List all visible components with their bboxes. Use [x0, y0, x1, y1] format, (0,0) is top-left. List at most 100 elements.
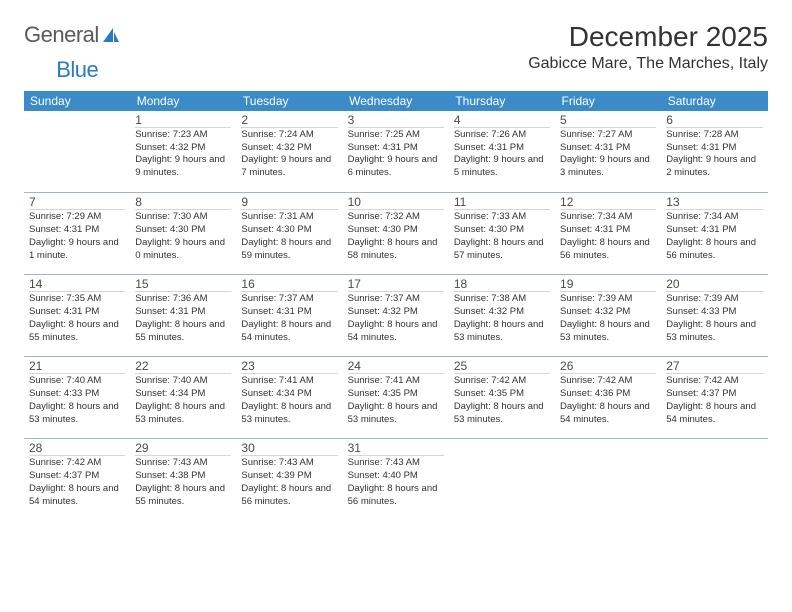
- calendar-day-cell: 6Sunrise: 7:28 AMSunset: 4:31 PMDaylight…: [661, 111, 767, 193]
- day-info: Sunrise: 7:25 AMSunset: 4:31 PMDaylight:…: [348, 129, 444, 180]
- daylight-text: Daylight: 8 hours and 54 minutes.: [560, 401, 656, 427]
- sunset-text: Sunset: 4:35 PM: [454, 388, 550, 401]
- sunrise-text: Sunrise: 7:28 AM: [666, 129, 762, 142]
- daylight-text: Daylight: 9 hours and 6 minutes.: [348, 154, 444, 180]
- sunset-text: Sunset: 4:32 PM: [241, 142, 337, 155]
- day-info: Sunrise: 7:27 AMSunset: 4:31 PMDaylight:…: [560, 129, 656, 180]
- calendar-day-cell: 10Sunrise: 7:32 AMSunset: 4:30 PMDayligh…: [343, 193, 449, 275]
- sunrise-text: Sunrise: 7:39 AM: [666, 293, 762, 306]
- weekday-header: Sunday: [24, 91, 130, 111]
- sunset-text: Sunset: 4:31 PM: [241, 306, 337, 319]
- daylight-text: Daylight: 8 hours and 54 minutes.: [666, 401, 762, 427]
- daylight-text: Daylight: 8 hours and 53 minutes.: [29, 401, 125, 427]
- calendar-day-cell: 7Sunrise: 7:29 AMSunset: 4:31 PMDaylight…: [24, 193, 130, 275]
- daylight-text: Daylight: 8 hours and 53 minutes.: [454, 319, 550, 345]
- sunrise-text: Sunrise: 7:38 AM: [454, 293, 550, 306]
- day-number: 17: [348, 277, 444, 292]
- sunset-text: Sunset: 4:31 PM: [454, 142, 550, 155]
- daylight-text: Daylight: 9 hours and 1 minute.: [29, 237, 125, 263]
- calendar-day-cell: 8Sunrise: 7:30 AMSunset: 4:30 PMDaylight…: [130, 193, 236, 275]
- day-number: 28: [29, 441, 125, 456]
- sunrise-text: Sunrise: 7:42 AM: [666, 375, 762, 388]
- day-info: Sunrise: 7:34 AMSunset: 4:31 PMDaylight:…: [666, 211, 762, 262]
- location-text: Gabicce Mare, The Marches, Italy: [528, 55, 768, 73]
- day-info: Sunrise: 7:24 AMSunset: 4:32 PMDaylight:…: [241, 129, 337, 180]
- day-info: Sunrise: 7:42 AMSunset: 4:35 PMDaylight:…: [454, 375, 550, 426]
- day-number: 25: [454, 359, 550, 374]
- sunset-text: Sunset: 4:31 PM: [348, 142, 444, 155]
- day-info: Sunrise: 7:43 AMSunset: 4:38 PMDaylight:…: [135, 457, 231, 508]
- sunset-text: Sunset: 4:39 PM: [241, 470, 337, 483]
- calendar-day-cell: 4Sunrise: 7:26 AMSunset: 4:31 PMDaylight…: [449, 111, 555, 193]
- day-number: 9: [241, 195, 337, 210]
- sunset-text: Sunset: 4:31 PM: [666, 224, 762, 237]
- calendar-day-cell: [661, 439, 767, 521]
- day-number: 18: [454, 277, 550, 292]
- calendar-day-cell: 24Sunrise: 7:41 AMSunset: 4:35 PMDayligh…: [343, 357, 449, 439]
- calendar-day-cell: 3Sunrise: 7:25 AMSunset: 4:31 PMDaylight…: [343, 111, 449, 193]
- day-info: Sunrise: 7:23 AMSunset: 4:32 PMDaylight:…: [135, 129, 231, 180]
- calendar-day-cell: 9Sunrise: 7:31 AMSunset: 4:30 PMDaylight…: [236, 193, 342, 275]
- sunrise-text: Sunrise: 7:39 AM: [560, 293, 656, 306]
- day-info: Sunrise: 7:42 AMSunset: 4:37 PMDaylight:…: [29, 457, 125, 508]
- day-number: 27: [666, 359, 762, 374]
- daylight-text: Daylight: 8 hours and 54 minutes.: [29, 483, 125, 509]
- calendar-day-cell: 12Sunrise: 7:34 AMSunset: 4:31 PMDayligh…: [555, 193, 661, 275]
- calendar-table: Sunday Monday Tuesday Wednesday Thursday…: [24, 91, 768, 521]
- daylight-text: Daylight: 8 hours and 53 minutes.: [135, 401, 231, 427]
- sunset-text: Sunset: 4:37 PM: [29, 470, 125, 483]
- calendar-day-cell: 11Sunrise: 7:33 AMSunset: 4:30 PMDayligh…: [449, 193, 555, 275]
- daylight-text: Daylight: 8 hours and 53 minutes.: [666, 319, 762, 345]
- sunrise-text: Sunrise: 7:42 AM: [29, 457, 125, 470]
- day-number: 12: [560, 195, 656, 210]
- day-info: Sunrise: 7:31 AMSunset: 4:30 PMDaylight:…: [241, 211, 337, 262]
- day-info: Sunrise: 7:28 AMSunset: 4:31 PMDaylight:…: [666, 129, 762, 180]
- sunrise-text: Sunrise: 7:29 AM: [29, 211, 125, 224]
- day-info: Sunrise: 7:41 AMSunset: 4:34 PMDaylight:…: [241, 375, 337, 426]
- day-info: Sunrise: 7:43 AMSunset: 4:39 PMDaylight:…: [241, 457, 337, 508]
- day-number: 31: [348, 441, 444, 456]
- day-number: 20: [666, 277, 762, 292]
- daylight-text: Daylight: 8 hours and 56 minutes.: [560, 237, 656, 263]
- day-info: Sunrise: 7:33 AMSunset: 4:30 PMDaylight:…: [454, 211, 550, 262]
- weekday-header: Saturday: [661, 91, 767, 111]
- day-number: 21: [29, 359, 125, 374]
- sunrise-text: Sunrise: 7:41 AM: [348, 375, 444, 388]
- day-info: Sunrise: 7:42 AMSunset: 4:36 PMDaylight:…: [560, 375, 656, 426]
- daylight-text: Daylight: 8 hours and 55 minutes.: [135, 319, 231, 345]
- logo-sail-icon: [101, 26, 121, 44]
- daylight-text: Daylight: 8 hours and 57 minutes.: [454, 237, 550, 263]
- day-number: 11: [454, 195, 550, 210]
- sunset-text: Sunset: 4:33 PM: [666, 306, 762, 319]
- daylight-text: Daylight: 8 hours and 58 minutes.: [348, 237, 444, 263]
- sunset-text: Sunset: 4:40 PM: [348, 470, 444, 483]
- sunrise-text: Sunrise: 7:43 AM: [348, 457, 444, 470]
- calendar-day-cell: 18Sunrise: 7:38 AMSunset: 4:32 PMDayligh…: [449, 275, 555, 357]
- daylight-text: Daylight: 8 hours and 55 minutes.: [29, 319, 125, 345]
- daylight-text: Daylight: 9 hours and 7 minutes.: [241, 154, 337, 180]
- sunrise-text: Sunrise: 7:32 AM: [348, 211, 444, 224]
- day-number: 22: [135, 359, 231, 374]
- day-number: 4: [454, 113, 550, 128]
- sunset-text: Sunset: 4:31 PM: [560, 224, 656, 237]
- calendar-week-row: 14Sunrise: 7:35 AMSunset: 4:31 PMDayligh…: [24, 275, 768, 357]
- sunrise-text: Sunrise: 7:35 AM: [29, 293, 125, 306]
- sunrise-text: Sunrise: 7:24 AM: [241, 129, 337, 142]
- daylight-text: Daylight: 9 hours and 2 minutes.: [666, 154, 762, 180]
- calendar-day-cell: 25Sunrise: 7:42 AMSunset: 4:35 PMDayligh…: [449, 357, 555, 439]
- day-number: 26: [560, 359, 656, 374]
- calendar-day-cell: [449, 439, 555, 521]
- calendar-day-cell: 16Sunrise: 7:37 AMSunset: 4:31 PMDayligh…: [236, 275, 342, 357]
- daylight-text: Daylight: 8 hours and 56 minutes.: [666, 237, 762, 263]
- weekday-header: Wednesday: [343, 91, 449, 111]
- day-info: Sunrise: 7:41 AMSunset: 4:35 PMDaylight:…: [348, 375, 444, 426]
- calendar-day-cell: 15Sunrise: 7:36 AMSunset: 4:31 PMDayligh…: [130, 275, 236, 357]
- weekday-header: Friday: [555, 91, 661, 111]
- weekday-header: Thursday: [449, 91, 555, 111]
- weekday-header: Monday: [130, 91, 236, 111]
- day-number: 1: [135, 113, 231, 128]
- day-number: 10: [348, 195, 444, 210]
- day-number: 7: [29, 195, 125, 210]
- day-info: Sunrise: 7:34 AMSunset: 4:31 PMDaylight:…: [560, 211, 656, 262]
- day-info: Sunrise: 7:36 AMSunset: 4:31 PMDaylight:…: [135, 293, 231, 344]
